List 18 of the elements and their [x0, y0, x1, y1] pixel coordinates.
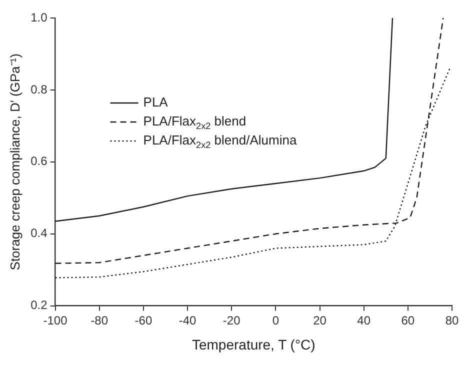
y-tick-label: 0.4 [30, 226, 48, 240]
x-tick-label: -100 [43, 313, 68, 328]
x-tick-label: -80 [90, 313, 108, 328]
x-tick-label: -60 [134, 313, 152, 328]
y-tick-label: 0.2 [30, 298, 48, 312]
y-tick-label: 0.6 [30, 154, 48, 168]
y-tick-label: 0.8 [30, 82, 48, 96]
x-tick-label: -40 [178, 313, 197, 328]
x-tick-label: 80 [445, 313, 459, 328]
legend-label: PLA [143, 94, 168, 110]
x-tick-label: 60 [401, 313, 415, 328]
x-tick-label: 0 [272, 313, 280, 328]
y-axis-title: Storage creep compliance, D′ (GPa⁻¹) [7, 54, 22, 270]
x-tick-label: -20 [222, 313, 241, 328]
y-tick-label: 1.0 [30, 10, 48, 24]
x-tick-label: 20 [313, 313, 327, 328]
x-axis-title: Temperature, T (°C) [192, 336, 316, 352]
x-tick-label: 40 [357, 313, 371, 328]
